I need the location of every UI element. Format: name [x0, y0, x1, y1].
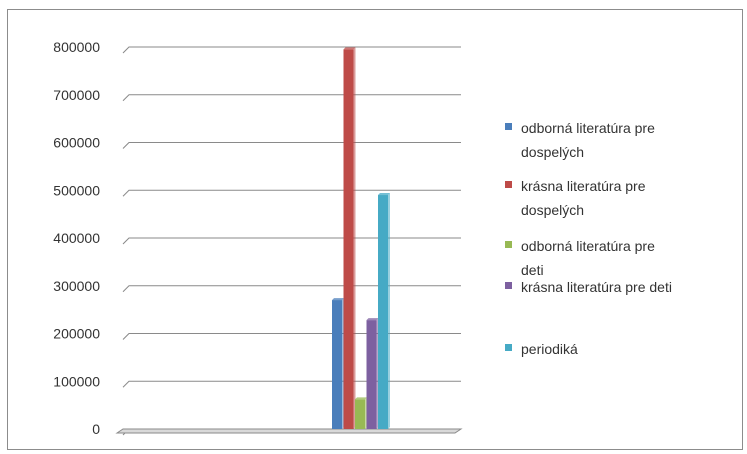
y-axis-ticks: 0 100000 200000 300000 400000 500000 600000 700… [53, 39, 100, 437]
y-tick-label: 500000 [53, 182, 100, 198]
legend-swatch [505, 181, 512, 188]
y-tick-label: 600000 [53, 135, 100, 151]
gridline [122, 333, 461, 340]
bars [332, 47, 390, 429]
legend-item: odborná literatúra pre dospelých [505, 120, 655, 160]
gridline [122, 237, 461, 245]
legend-swatch [505, 344, 512, 351]
y-tick-label: 400000 [53, 230, 100, 246]
gridline [122, 46, 461, 54]
bar [332, 298, 344, 429]
y-tick-label: 700000 [53, 87, 100, 103]
legend-swatch [505, 282, 512, 289]
gridline [122, 380, 461, 388]
legend-swatch [505, 123, 512, 130]
floor-plane [115, 428, 463, 434]
legend-label: odborná literatúra pre dospelých [521, 120, 655, 160]
y-tick-label: 100000 [53, 373, 100, 389]
gridline [122, 189, 461, 197]
legend-item: krásna literatúra pre deti [505, 279, 672, 295]
gridlines [122, 46, 461, 436]
y-tick-label: 200000 [53, 326, 100, 342]
legend-item: periodiká [505, 341, 578, 357]
legend-label: periodiká [521, 341, 578, 357]
legend-swatch [505, 241, 512, 248]
bar [366, 318, 379, 429]
legend-label: krásna literatúra pre deti [521, 279, 672, 295]
legend-label: krásna literatúra pre dospelých [521, 178, 646, 218]
gridline [122, 285, 461, 293]
gridline [122, 94, 461, 102]
legend-label: odborná literatúra pre deti [521, 238, 655, 278]
y-tick-label: 300000 [53, 278, 100, 294]
chart-floor [115, 428, 463, 434]
gridline [122, 142, 461, 149]
bar [355, 397, 367, 429]
legend: odborná literatúra pre dospelých krásna li… [505, 120, 672, 357]
legend-item: krásna literatúra pre dospelých [505, 178, 646, 218]
y-tick-label: 800000 [53, 39, 100, 55]
bar [378, 193, 390, 429]
bar [343, 47, 356, 429]
legend-item: odborná literatúra pre deti [505, 238, 655, 278]
y-tick-label: 0 [92, 421, 100, 437]
